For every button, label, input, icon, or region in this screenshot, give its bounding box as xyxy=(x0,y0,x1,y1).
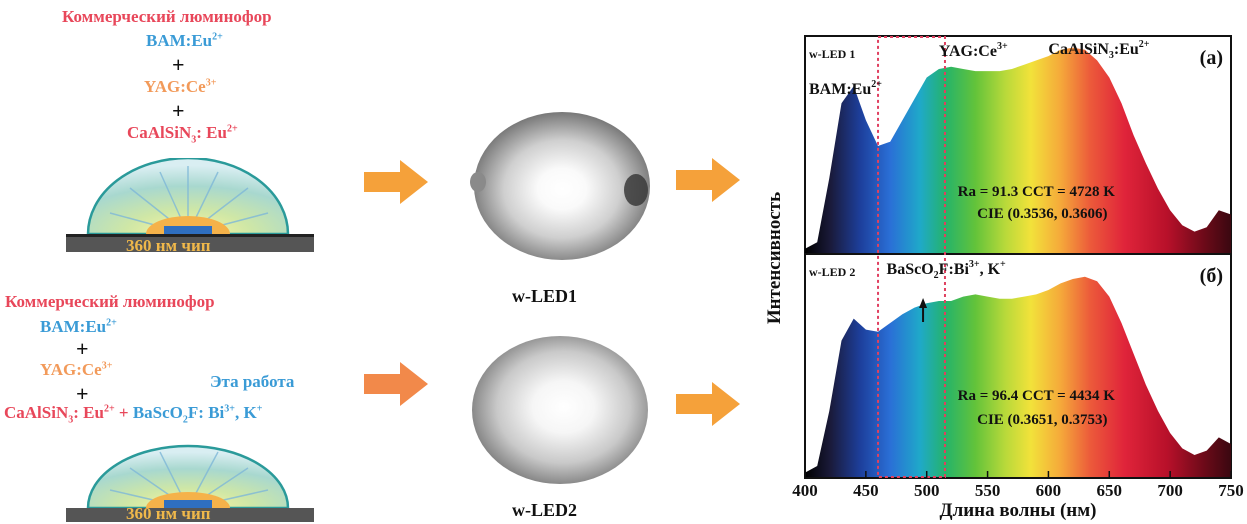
x-tick-label: 550 xyxy=(975,481,1001,500)
arrow-right-icon xyxy=(364,362,428,406)
bottom-plus-2: + xyxy=(76,381,89,406)
top-chip-label: 360 нм чип xyxy=(126,236,211,255)
bottom-formula: CaAlSiN3: Eu2+ + BaScO2F: Bi3+, K+ xyxy=(4,403,263,426)
arrow-right-icon xyxy=(676,382,740,426)
highlight-box xyxy=(877,36,946,478)
spectrum-area-1 xyxy=(805,47,1231,253)
bottom-led-dome xyxy=(66,444,314,522)
w-led1-label: w-LED1 xyxy=(512,286,578,306)
cie-1: CIE (0.3536, 0.3606) xyxy=(977,206,1107,222)
yag-annotation: YAG:Ce3+ xyxy=(939,41,1008,60)
ra-cct-1: Ra = 91.3 CCT = 4728 K xyxy=(958,184,1116,200)
bottom-chip-label: 360 нм чип xyxy=(126,504,211,523)
w-led2-label: w-LED2 xyxy=(512,500,578,520)
top-plus-1: + xyxy=(172,52,185,77)
x-tick-label: 750 xyxy=(1218,481,1244,500)
x-tick-label: 650 xyxy=(1097,481,1123,500)
top-bam-label: BAM:Eu2+ xyxy=(146,31,223,50)
panel-label: (a) xyxy=(1200,47,1223,69)
arrow-right-icon xyxy=(364,160,428,204)
y-axis-label: Интенсивность xyxy=(764,192,785,324)
x-axis-label: Длина волны (нм) xyxy=(940,500,1097,521)
cie-2: CIE (0.3651, 0.3753) xyxy=(977,412,1107,428)
x-tick-label: 450 xyxy=(853,481,879,500)
ra-cct-2: Ra = 96.4 CCT = 4434 K xyxy=(958,388,1116,404)
x-tick-label: 600 xyxy=(1036,481,1062,500)
bottom-bam-label: BAM:Eu2+ xyxy=(40,317,117,336)
bam-annotation: BAM:Eu2+ xyxy=(809,79,882,98)
bottom-yag-label: YAG:Ce3+ xyxy=(40,360,113,379)
arrow-up-icon xyxy=(919,298,928,308)
w-led1-photo xyxy=(470,112,650,260)
top-yag-label: YAG:Ce3+ xyxy=(144,77,217,96)
casn-annotation: CaAlSiN3:Eu2+ xyxy=(1048,39,1149,61)
x-tick-label: 400 xyxy=(792,481,818,500)
arrow-right-icon xyxy=(676,158,740,202)
basco-annotation: BaScO2F:Bi3+, K+ xyxy=(887,259,1007,281)
top-plus-2: + xyxy=(172,98,185,123)
bottom-heading: Коммерческий люминофор xyxy=(5,292,215,311)
bottom-plus-1: + xyxy=(76,336,89,361)
panel-label: (б) xyxy=(1200,265,1223,287)
w-led2-photo xyxy=(472,336,648,484)
top-led-dome xyxy=(66,158,314,252)
spectrum-area-2 xyxy=(805,276,1231,477)
top-heading: Коммерческий люминофор xyxy=(62,7,272,26)
series-label: w-LED 2 xyxy=(809,265,855,279)
series-label: w-LED 1 xyxy=(809,47,855,61)
spectra-chart: 400 450 500 550 600 650 700 750 (a) w-LED 1 (б) w-… xyxy=(764,35,1244,521)
top-casn-label: CaAlSiN3: Eu2+ xyxy=(127,123,238,146)
x-tick-label: 700 xyxy=(1157,481,1183,500)
x-tick-label: 500 xyxy=(914,481,940,500)
this-work-label: Эта работа xyxy=(210,372,295,391)
